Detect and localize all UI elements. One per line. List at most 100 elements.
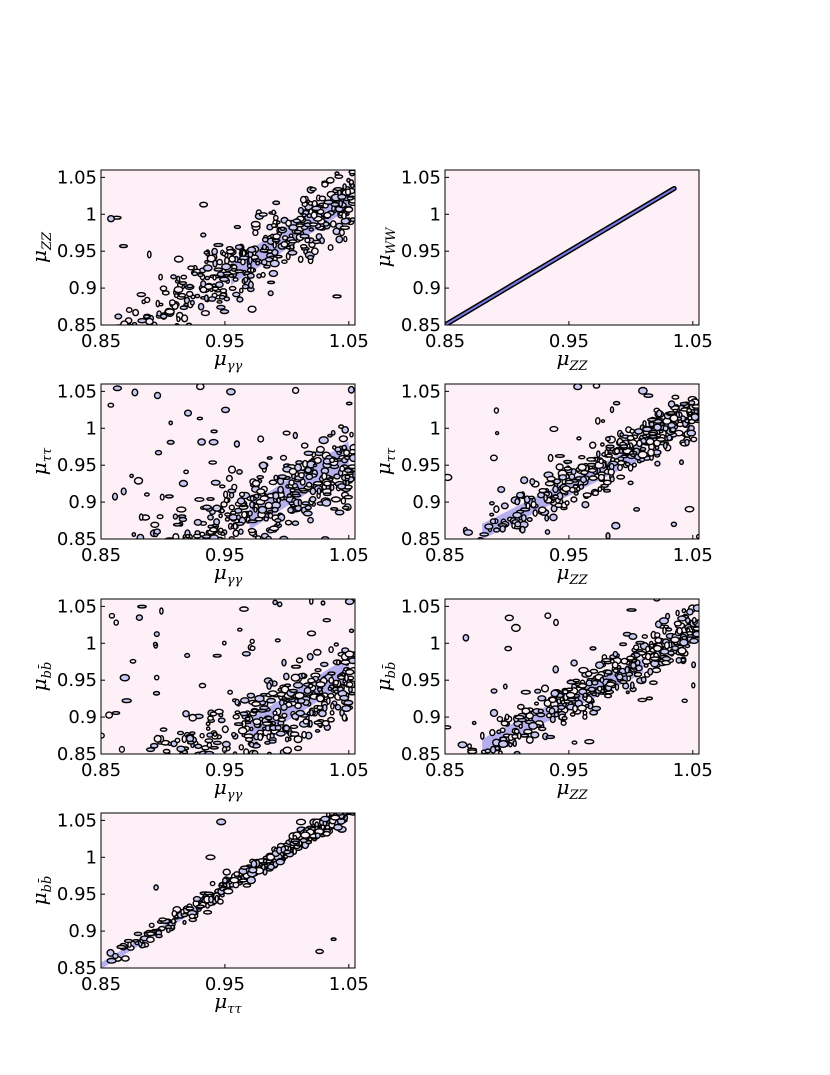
contour-blob — [111, 492, 119, 501]
contour-blob — [619, 642, 628, 647]
contour-blob — [499, 525, 506, 533]
contour-blob — [221, 640, 227, 646]
contour-blob — [581, 501, 590, 509]
x-tick-label: 0.85 — [81, 545, 121, 566]
contour-blob — [178, 567, 185, 574]
contour-blob — [684, 505, 695, 513]
contour-blob — [180, 908, 185, 915]
contour-blob — [564, 500, 570, 506]
contour-blob — [500, 502, 509, 510]
contour-blob — [302, 718, 310, 725]
contour-blob — [196, 384, 205, 391]
contour-blob — [570, 659, 578, 667]
contour-blob — [203, 294, 209, 302]
contour-blob — [295, 709, 306, 717]
contour-blob — [601, 658, 612, 663]
contour-blob — [221, 725, 229, 734]
contour-blob — [514, 714, 525, 720]
contour-blob — [200, 310, 211, 317]
panel-zz-vs-gg: 1.05 1 0.95 0.9 0.850.85 0.95 1.05 μγγ μZZ — [27, 167, 369, 374]
contour-blob — [339, 465, 346, 473]
contour-blob — [125, 349, 130, 354]
y-tick-label: 1.05 — [57, 810, 97, 831]
contour-blob — [279, 535, 289, 539]
contour-blob — [179, 561, 186, 564]
contour-blob — [282, 430, 291, 436]
y-tick-label: 1.05 — [401, 596, 441, 617]
contour-blob — [353, 803, 357, 807]
contour-blob — [155, 569, 158, 574]
contour-blob — [325, 176, 335, 184]
contour-blob — [237, 726, 248, 735]
contour-blob — [280, 240, 289, 248]
contour-blob — [143, 296, 151, 304]
contour-blob — [341, 705, 352, 713]
contour-blob — [299, 243, 308, 249]
contour-blob — [240, 258, 246, 266]
contour-blob — [255, 260, 261, 266]
contour-blob — [463, 529, 474, 536]
contour-blob — [528, 721, 538, 730]
contour-blob — [210, 479, 221, 486]
y-tick-label: 0.85 — [57, 744, 97, 765]
contour-blob — [586, 462, 597, 467]
contour-blob — [266, 751, 273, 754]
x-tick-label: 0.85 — [425, 545, 465, 566]
contour-blob — [341, 804, 348, 809]
contour-blob — [252, 718, 262, 726]
contour-blob — [264, 501, 273, 510]
contour-blob — [173, 551, 180, 554]
contour-blob — [266, 697, 276, 704]
contour-blob — [159, 493, 165, 501]
contour-blob — [129, 473, 135, 479]
contour-blob — [236, 497, 246, 505]
contour-blob — [346, 196, 354, 201]
contour-blob — [662, 425, 669, 432]
contour-blob — [155, 299, 161, 308]
contour-blob — [138, 568, 142, 572]
contour-blob — [219, 276, 230, 282]
contour-blob — [520, 476, 529, 485]
contour-blob — [516, 491, 525, 499]
contour-blob — [347, 798, 355, 804]
contour-blob — [272, 491, 280, 500]
contour-blob — [511, 623, 521, 633]
contour-blob — [286, 493, 293, 499]
x-tick-label: 0.85 — [81, 760, 121, 781]
contour-blob — [238, 491, 246, 498]
contour-blob — [246, 263, 252, 269]
y-axis-label: μZZ — [27, 231, 55, 263]
contour-blob — [628, 450, 635, 455]
contour-blob — [316, 722, 323, 727]
contour-blob — [635, 640, 645, 645]
contour-blob — [229, 510, 237, 515]
contour-blob — [258, 461, 268, 470]
contour-blob — [212, 274, 217, 281]
contour-blob — [314, 667, 322, 673]
contour-blob — [349, 431, 354, 438]
contour-blob — [178, 479, 189, 488]
density-marks — [101, 599, 355, 782]
contour-blob — [309, 495, 317, 503]
contour-blob — [341, 211, 347, 220]
contour-blob — [288, 688, 298, 694]
contour-blob — [129, 658, 137, 664]
contour-blob — [321, 703, 328, 712]
contour-blob — [172, 522, 183, 527]
contour-blob — [519, 525, 526, 534]
contour-blob — [131, 532, 137, 538]
contour-blob — [597, 486, 603, 492]
contour-blob — [219, 288, 228, 294]
contour-blob — [552, 494, 559, 499]
contour-blob — [658, 429, 664, 434]
contour-blob — [332, 294, 342, 299]
contour-blob — [339, 225, 351, 230]
x-axis-label: μττ — [214, 989, 242, 1017]
contour-blob — [529, 478, 536, 486]
contour-blob — [578, 483, 585, 490]
contour-blob — [153, 884, 159, 891]
contour-blob — [598, 458, 604, 465]
density-marks — [106, 170, 355, 354]
contour-blob — [130, 776, 136, 782]
contour-blob — [336, 659, 341, 666]
